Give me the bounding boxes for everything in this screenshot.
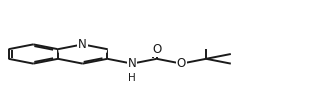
Text: N: N xyxy=(128,57,136,70)
Text: H: H xyxy=(128,73,136,83)
Text: N: N xyxy=(78,38,87,51)
Text: O: O xyxy=(177,57,186,70)
Text: O: O xyxy=(152,43,161,56)
